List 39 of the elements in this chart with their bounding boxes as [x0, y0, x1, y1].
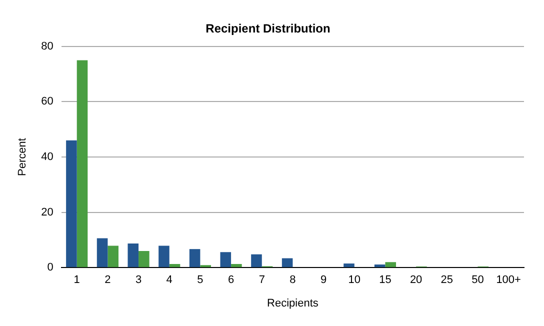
y-tick-label: 60	[41, 96, 54, 108]
x-tick-label: 1	[74, 274, 80, 286]
x-tick-label: 100+	[496, 274, 521, 286]
x-tick-label: 6	[228, 274, 234, 286]
y-axis-title: Percent	[16, 138, 29, 176]
bar	[385, 262, 396, 268]
x-tick-label: 15	[379, 274, 392, 286]
x-tick-label: 4	[166, 274, 172, 286]
x-tick-label: 50	[472, 274, 484, 286]
bar	[282, 258, 293, 268]
bar	[108, 246, 118, 268]
x-tick-label: 20	[410, 274, 422, 286]
y-tick-label: 40	[41, 151, 54, 164]
y-tick-label: 20	[41, 206, 54, 218]
bar	[169, 264, 180, 268]
bar	[374, 264, 386, 268]
x-tick-label: 9	[320, 274, 327, 286]
bar	[96, 238, 108, 268]
x-tick-label: 2	[104, 274, 111, 286]
bar	[138, 251, 150, 268]
bar	[231, 264, 242, 268]
bar	[76, 60, 88, 268]
bar	[220, 252, 232, 268]
bar	[344, 263, 354, 268]
bar	[66, 140, 77, 268]
bar	[158, 246, 170, 268]
x-tick-label: 25	[440, 274, 454, 286]
x-axis-title: Recipients	[267, 297, 319, 310]
bar	[128, 244, 139, 268]
bar	[189, 249, 200, 268]
chart-title: Recipient Distribution	[206, 22, 330, 36]
y-tick-label: 0	[47, 262, 54, 274]
x-tick-label: 10	[348, 274, 361, 286]
x-tick-label: 8	[290, 274, 296, 286]
bar	[251, 254, 262, 268]
x-tick-label: 7	[258, 274, 265, 286]
x-tick-label: 5	[197, 274, 204, 286]
y-tick-label: 80	[41, 40, 54, 52]
x-tick-label: 3	[135, 274, 142, 286]
